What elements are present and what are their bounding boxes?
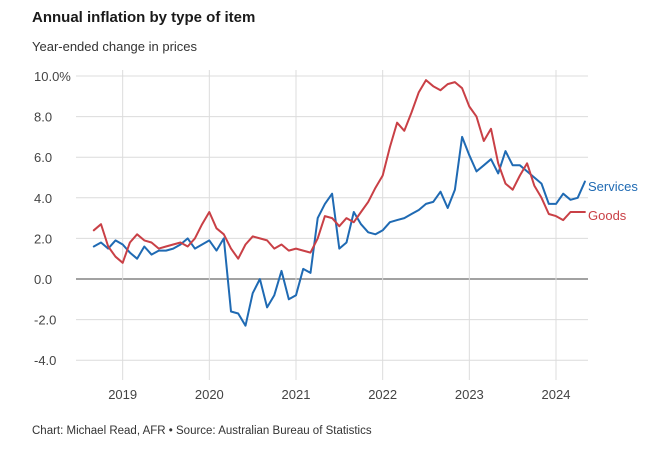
grid xyxy=(76,70,588,380)
chart-title: Annual inflation by type of item xyxy=(32,9,256,26)
chart-source-note: Chart: Michael Read, AFR • Source: Austr… xyxy=(32,425,372,437)
y-tick-label: 8.0 xyxy=(34,110,52,125)
x-tick-label: 2022 xyxy=(368,387,397,402)
y-tick-label: 0.0 xyxy=(34,272,52,287)
x-tick-label: 2019 xyxy=(108,387,137,402)
y-tick-label: 4.0 xyxy=(34,191,52,206)
y-tick-label: -2.0 xyxy=(34,313,56,328)
y-tick-label: 10.0% xyxy=(34,69,71,84)
series-lines xyxy=(92,79,586,327)
y-tick-label: 6.0 xyxy=(34,150,52,165)
y-tick-label: 2.0 xyxy=(34,231,52,246)
y-axis-ticks: 10.0% 8.0 6.0 4.0 2.0 0.0 -2.0 -4.0 xyxy=(34,69,71,368)
x-axis-ticks: 2019 2020 2021 2022 2023 2024 xyxy=(108,387,570,402)
x-tick-label: 2024 xyxy=(542,387,571,402)
series-label-services: Services xyxy=(588,179,638,194)
series-line-services xyxy=(92,135,586,327)
x-tick-label: 2023 xyxy=(455,387,484,402)
chart-subtitle: Year-ended change in prices xyxy=(32,39,198,54)
series-labels: Services Goods xyxy=(588,179,638,223)
series-line-goods xyxy=(92,79,586,264)
y-tick-label: -4.0 xyxy=(34,353,56,368)
series-label-goods: Goods xyxy=(588,208,627,223)
x-tick-label: 2021 xyxy=(282,387,311,402)
x-tick-label: 2020 xyxy=(195,387,224,402)
